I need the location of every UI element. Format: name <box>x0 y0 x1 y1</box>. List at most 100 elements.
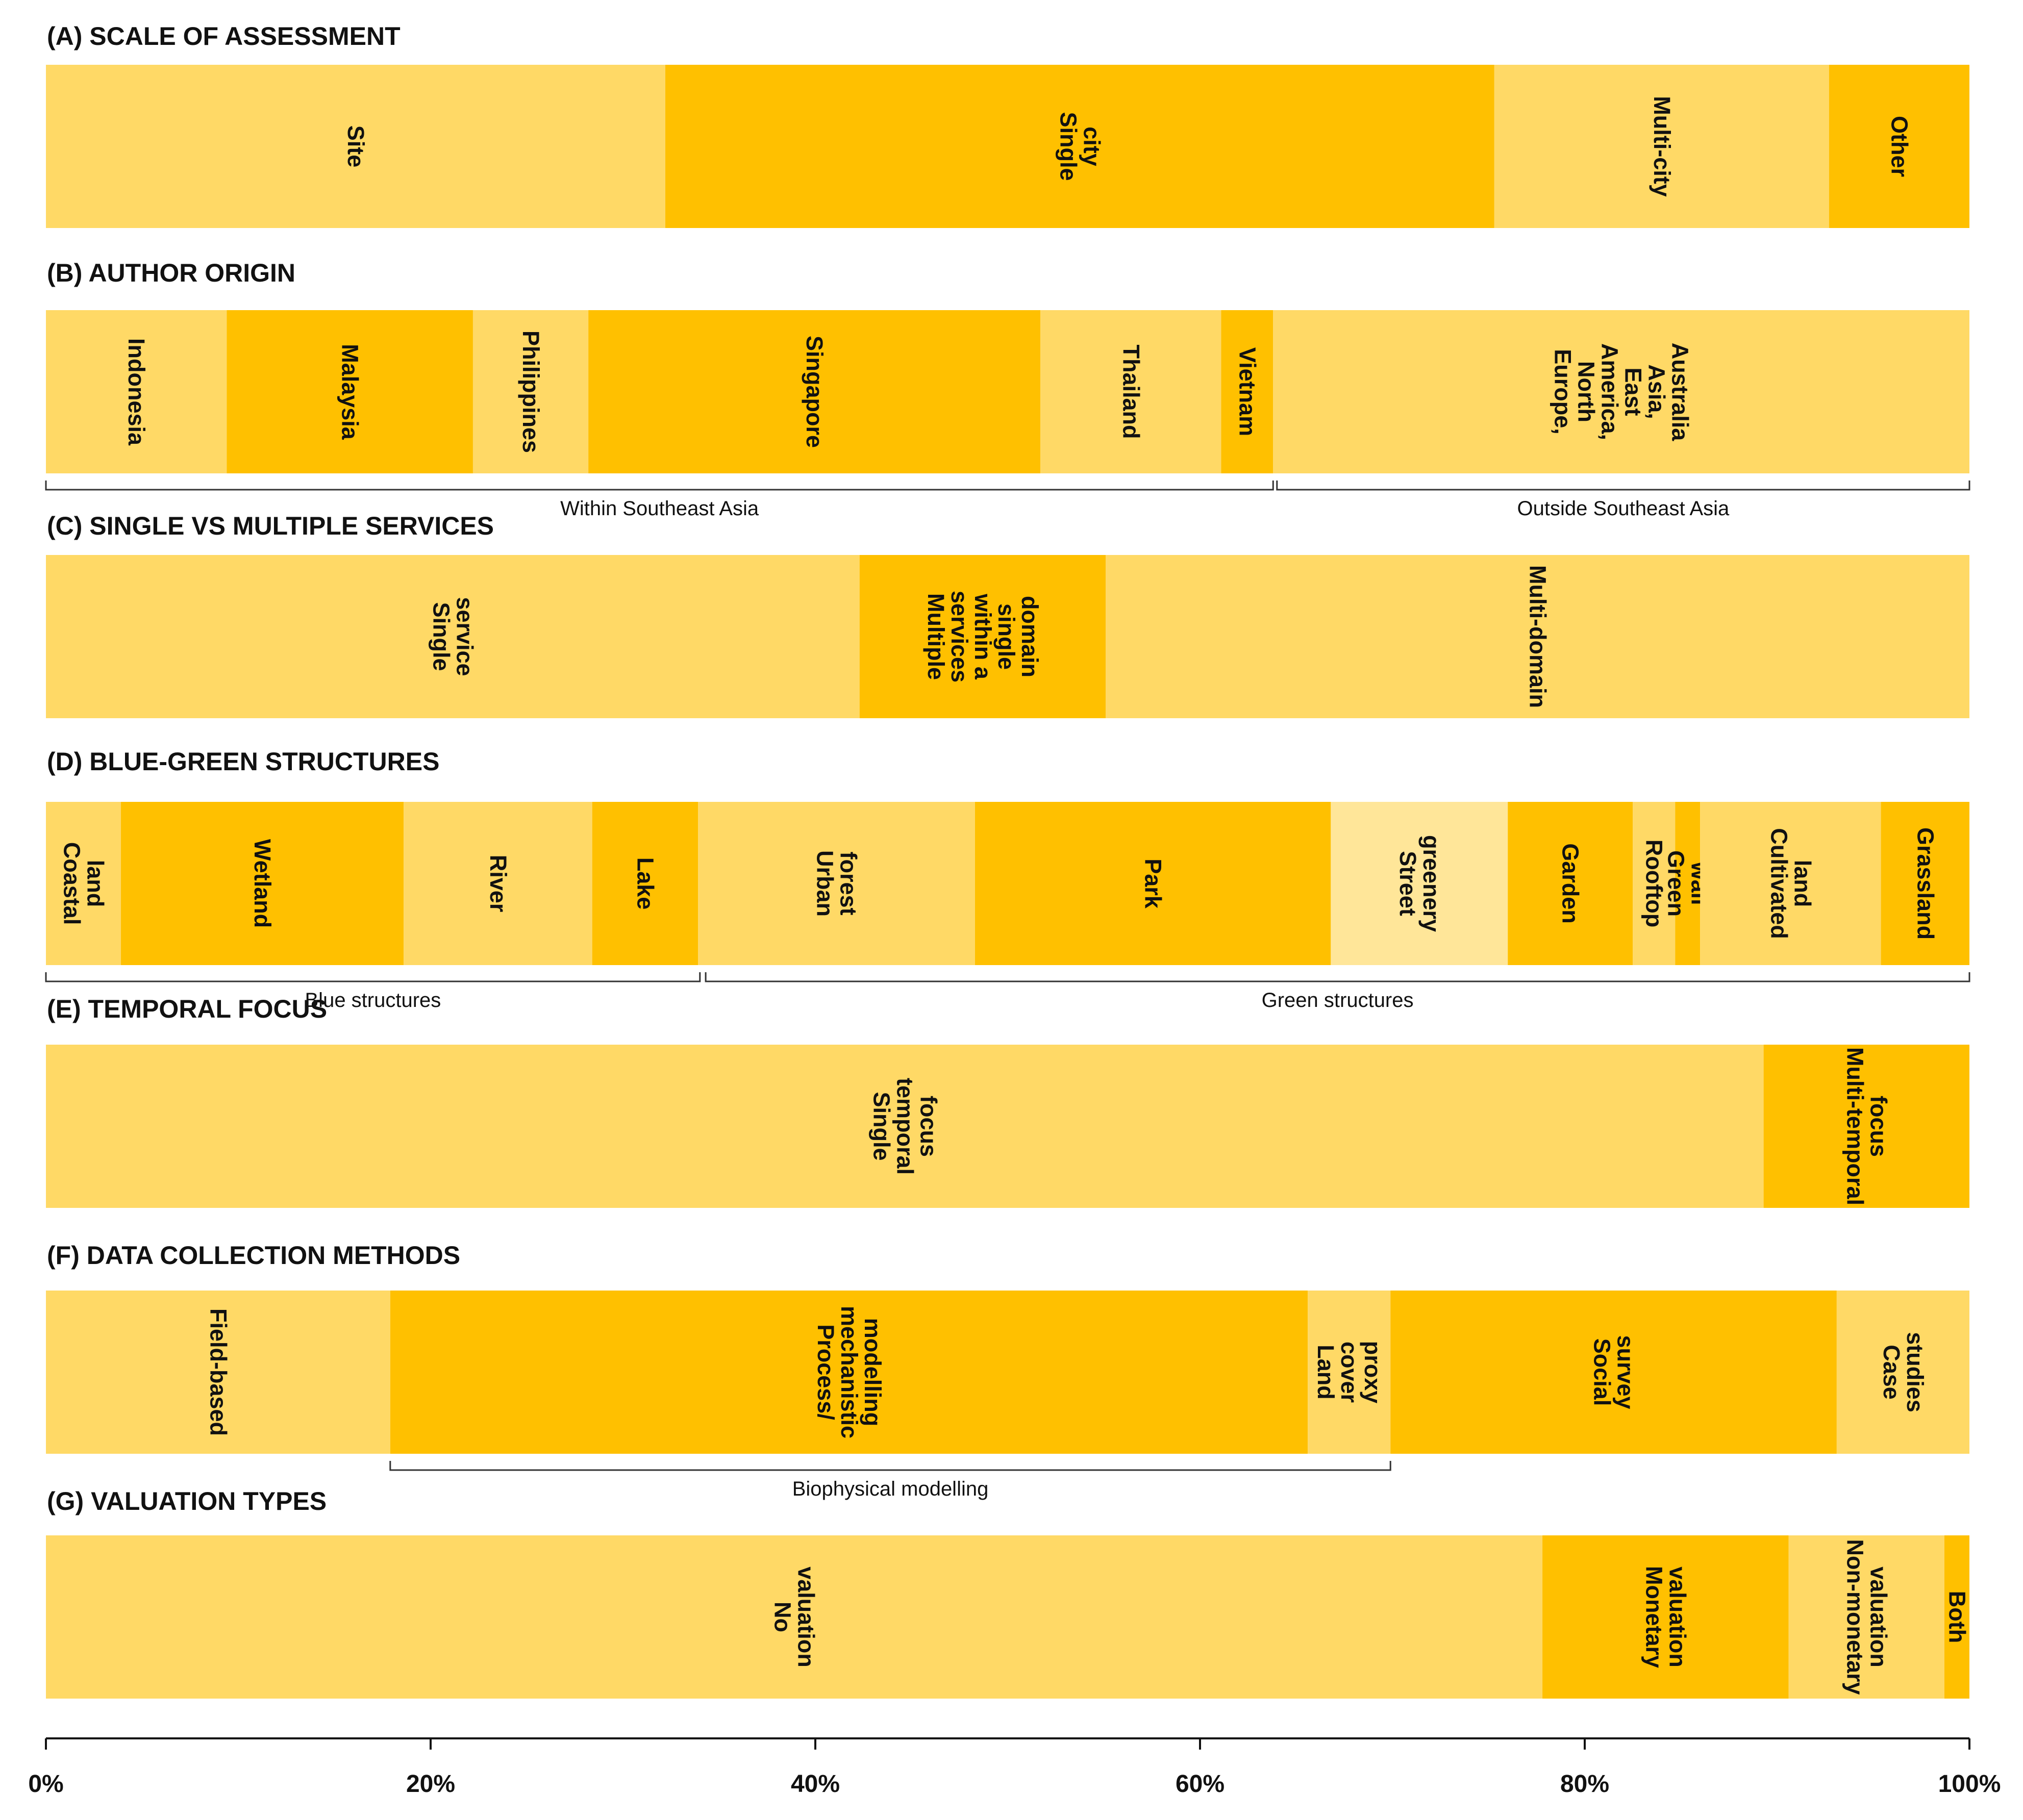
segment-label-line: valuation <box>1664 1566 1690 1667</box>
segment-label-line: proxy <box>1360 1341 1386 1404</box>
bar-segment-lake <box>592 802 698 965</box>
bar-segment-urban-forest <box>698 802 975 965</box>
x-tick-label: 60% <box>1176 1771 1225 1798</box>
x-axis: 0% 20% 40% 60% 80% 100% <box>28 1737 2001 1798</box>
segment-label-line: Land <box>1313 1345 1339 1400</box>
bar-segment-street-greenery <box>1331 802 1508 965</box>
group-bracket <box>1276 481 1970 491</box>
segment-label: Monetaryvaluation <box>1641 1566 1690 1668</box>
segment-label: Vietnam <box>1234 347 1260 436</box>
segment-label: Multi-domain <box>1525 565 1551 708</box>
group-label: Outside Southeast Asia <box>1517 497 1730 520</box>
group-bracket <box>389 1461 1391 1471</box>
group-label: Within Southeast Asia <box>560 497 759 520</box>
segment-label: Lake <box>632 857 658 910</box>
segment-label-line: service <box>452 597 478 676</box>
segment-label: Park <box>1140 858 1166 909</box>
bar-segment-grassland <box>1881 802 1969 965</box>
segment-label: Garden <box>1558 843 1584 924</box>
segment-label-line: greenery <box>1418 835 1444 932</box>
bar-segment-wetland <box>121 802 404 965</box>
bar-segment-multi-domain <box>1106 555 1969 718</box>
panel-title: (B) AUTHOR ORIGIN <box>47 259 295 287</box>
segment-label: Multipleserviceswithin asingledomain <box>923 591 1043 682</box>
bar-segment-field-based <box>46 1291 390 1454</box>
x-tick-label: 20% <box>406 1771 455 1798</box>
panel-b: (B) AUTHOR ORIGIN Indonesia Malaysia Philip… <box>45 259 1970 520</box>
x-tick-label: 80% <box>1560 1771 1609 1798</box>
segment-label: Streetgreenery <box>1395 835 1444 932</box>
segment-label: Site <box>343 125 369 168</box>
x-tick-label: 100% <box>1938 1771 2001 1798</box>
segment-label: Coastalland <box>59 842 109 925</box>
x-tick-label: 40% <box>791 1771 840 1798</box>
bar-segment-cultivated-land <box>1700 802 1881 965</box>
panel-c: (C) SINGLE VS MULTIPLE SERVICES Singleser… <box>46 512 1969 718</box>
segment-label-line: North <box>1574 361 1600 422</box>
panel-title: (C) SINGLE VS MULTIPLE SERVICES <box>47 512 494 540</box>
bar-segment-both <box>1944 1535 1969 1699</box>
segment-label-line: cover <box>1336 1342 1362 1403</box>
segment-label-line: Lake <box>632 857 658 910</box>
segment-label-line: Vietnam <box>1234 347 1260 436</box>
bar-segment-garden <box>1508 802 1633 965</box>
segment-label-line: Indonesia <box>123 338 149 446</box>
segment-label-line: Single <box>868 1092 894 1160</box>
bar-segment-multi-city <box>1494 65 1829 228</box>
segment-label-line: within a <box>970 593 996 679</box>
segment-label-line: Site <box>343 125 369 168</box>
segment-label-line: Monetary <box>1641 1566 1667 1668</box>
segment-label-line: Thailand <box>1118 344 1144 439</box>
segment-label-line: domain <box>1017 596 1043 677</box>
segment-label: Singlecity <box>1055 112 1105 181</box>
x-tick-label: 0% <box>28 1771 63 1798</box>
segment-label-line: Single <box>428 602 454 671</box>
segment-label-line: Multi-city <box>1649 96 1675 197</box>
segment-label: Novaluation <box>770 1566 819 1667</box>
segment-label: Urbanforest <box>812 850 861 917</box>
panel-title: (F) DATA COLLECTION METHODS <box>47 1241 460 1270</box>
segment-label-line: Case <box>1879 1345 1905 1400</box>
segment-label-line: Other <box>1886 116 1912 177</box>
group-bracket <box>45 972 701 982</box>
segment-label-line: forest <box>835 851 861 915</box>
segment-label-line: Urban <box>812 850 838 917</box>
bar-segment-singapore <box>588 310 1041 473</box>
segment-label: Malaysia <box>337 344 363 440</box>
bar-segment-site <box>46 65 665 228</box>
group-label: Green structures <box>1262 989 1414 1012</box>
segment-label-line: mechanistic <box>836 1306 862 1438</box>
bar-segment-green-wall <box>1675 802 1701 965</box>
segment-label-line: valuation <box>793 1566 819 1667</box>
bar-segment-single-temporal-focus <box>46 1045 1764 1208</box>
segment-label: Europe,NorthAmerica,EastAsia,Australia <box>1550 343 1693 442</box>
bar-segment-indonesia <box>46 310 227 473</box>
segment-label-line: Process/ <box>813 1324 839 1420</box>
segment-label: Wetland <box>249 839 276 928</box>
group-bracket <box>705 972 1970 982</box>
bar-segment-no-valuation <box>46 1535 1543 1699</box>
segment-label-line: Multi-domain <box>1525 565 1551 708</box>
bar-segment-other <box>1829 65 1969 228</box>
segment-label-line: Green <box>1663 850 1689 917</box>
segment-label-line: Europe, <box>1550 349 1576 435</box>
segment-label: Other <box>1886 116 1912 177</box>
bar-segment-malaysia <box>227 310 473 473</box>
segment-label: Process/mechanisticmodelling <box>813 1306 886 1438</box>
segment-label: Singletemporalfocus <box>868 1078 941 1175</box>
segment-label: Both <box>1944 1591 1970 1643</box>
segment-label-line: Park <box>1140 858 1166 909</box>
segment-label-line: Both <box>1944 1591 1970 1643</box>
panel-title: (E) TEMPORAL FOCUS <box>47 995 327 1023</box>
bar-segment-vietnam <box>1221 310 1273 473</box>
group-label: Blue structures <box>305 989 441 1012</box>
segment-label-line: focus <box>1865 1096 1891 1157</box>
bar-segment-thailand <box>1040 310 1221 473</box>
bar-segment-case-studies <box>1836 1291 1969 1454</box>
segment-label-line: Grassland <box>1912 827 1938 940</box>
segment-label: Multi-city <box>1649 96 1675 197</box>
bar-segment-process-mechanistic-modelling <box>390 1291 1308 1454</box>
